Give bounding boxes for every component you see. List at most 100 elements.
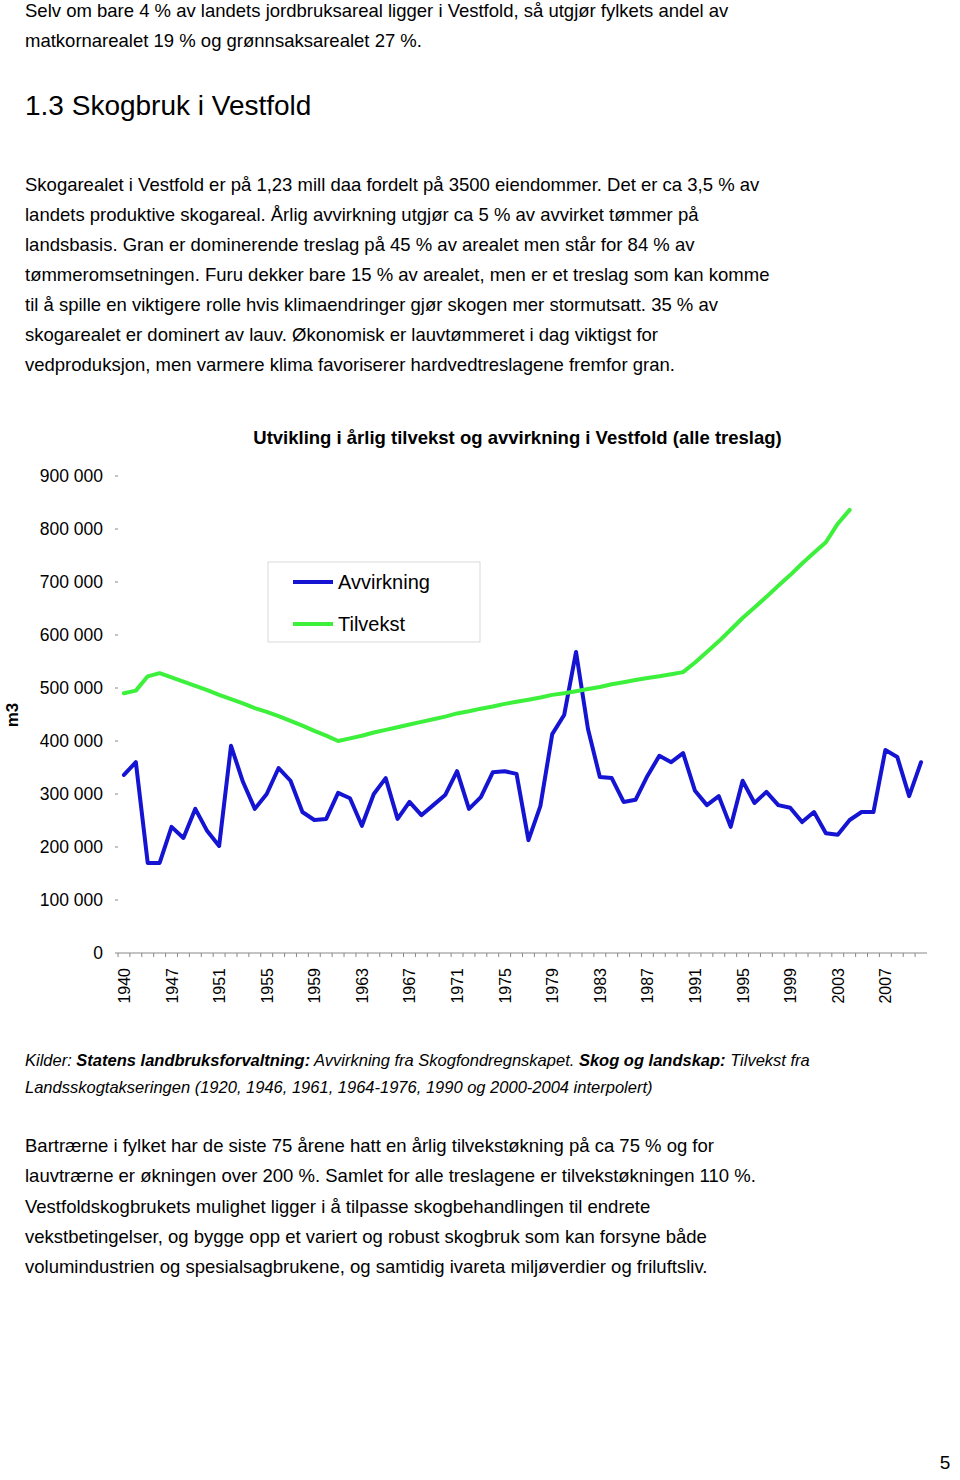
x-tick [748, 953, 749, 957]
x-tick [510, 953, 511, 957]
x-tick [260, 953, 261, 957]
x-tick-label: 1991 [687, 968, 704, 1004]
x-tick [784, 953, 785, 957]
source-segment: Avvirkning fra Skogfondregnskapet. [310, 1051, 579, 1069]
x-tick [700, 953, 701, 957]
x-tick [653, 953, 654, 957]
x-tick [236, 953, 237, 957]
source-segment: Kilder: [25, 1051, 76, 1069]
x-tick-label: 1947 [164, 968, 181, 1004]
x-tick [760, 953, 761, 957]
x-tick [772, 953, 773, 957]
y-tick [115, 582, 118, 583]
x-tick [522, 953, 523, 957]
x-tick [605, 953, 606, 957]
x-tick [296, 953, 297, 957]
x-tick [534, 953, 535, 957]
x-tick [272, 953, 273, 957]
y-axis-label: m3 [3, 703, 22, 728]
x-tick [463, 953, 464, 957]
x-tick [153, 953, 154, 957]
legend-label: Tilvekst [338, 613, 405, 635]
x-tick [855, 953, 856, 957]
y-tick [115, 635, 118, 636]
source-line: Kilder: Statens landbruksforvaltning: Av… [25, 1051, 810, 1069]
x-tick [284, 953, 285, 957]
x-tick [641, 953, 642, 957]
chart: Utvikling i årlig tilvekst og avvirkning… [3, 427, 927, 1004]
x-tick [344, 953, 345, 957]
y-tick-label: 800 000 [40, 519, 104, 539]
closing-line: lauvtrærne er økningen over 200 %. Samle… [25, 1165, 756, 1186]
x-tick-label: 1983 [592, 968, 609, 1004]
legend-label: Avvirkning [338, 571, 430, 593]
y-tick-label: 0 [93, 943, 103, 963]
x-tick [879, 953, 880, 957]
x-tick [891, 953, 892, 957]
x-tick-label: 2007 [877, 968, 894, 1004]
x-tick [189, 953, 190, 957]
x-tick [724, 953, 725, 957]
y-tick [115, 794, 118, 795]
x-tick-label: 1955 [259, 968, 276, 1004]
page: Selv om bare 4 % av landets jordbruksare… [0, 0, 960, 1480]
x-tick [415, 953, 416, 957]
x-tick [248, 953, 249, 957]
series-line [124, 652, 921, 863]
paragraph-line: Skogarealet i Vestfold er på 1,23 mill d… [25, 174, 760, 195]
paragraph-line: vedproduksjon, men varmere klima favoris… [25, 354, 675, 375]
x-tick [141, 953, 142, 957]
y-tick-label: 100 000 [40, 890, 104, 910]
y-tick [115, 476, 118, 477]
paragraph-line: til å spille en viktigere rolle hvis kli… [25, 294, 719, 315]
x-tick [570, 953, 571, 957]
y-tick [115, 741, 118, 742]
x-tick [367, 953, 368, 957]
chart-title: Utvikling i årlig tilvekst og avvirkning… [253, 427, 781, 448]
x-tick-label: 1940 [116, 968, 133, 1004]
y-tick-label: 500 000 [40, 678, 104, 698]
y-tick-label: 200 000 [40, 837, 104, 857]
x-tick-label: 1979 [544, 968, 561, 1004]
page-number: 5 [940, 1452, 951, 1473]
x-tick [677, 953, 678, 957]
x-tick [665, 953, 666, 957]
y-tick [115, 900, 118, 901]
x-tick [486, 953, 487, 957]
paragraph-line: landsbasis. Gran er dominerende treslag … [25, 234, 695, 255]
x-tick-label: 2003 [830, 968, 847, 1004]
intro-line: Selv om bare 4 % av landets jordbruksare… [25, 0, 729, 21]
x-tick-label: 1975 [497, 968, 514, 1004]
x-tick [201, 953, 202, 957]
x-tick [808, 953, 809, 957]
x-tick [403, 953, 404, 957]
x-tick [213, 953, 214, 957]
intro-line: matkornarealet 19 % og grønnsaksarealet … [25, 30, 422, 51]
legend-swatch [293, 580, 333, 584]
x-tick [689, 953, 690, 957]
legend-swatch [293, 622, 333, 626]
x-tick-label: 1987 [639, 968, 656, 1004]
x-tick [391, 953, 392, 957]
x-tick [903, 953, 904, 957]
y-tick-label: 400 000 [40, 731, 104, 751]
source-segment: Statens landbruksforvaltning: [76, 1051, 310, 1069]
x-tick [831, 953, 832, 957]
x-tick [867, 953, 868, 957]
x-tick-label: 1951 [211, 968, 228, 1004]
legend-box [268, 562, 480, 642]
x-tick [129, 953, 130, 957]
x-tick [915, 953, 916, 957]
y-tick [115, 688, 118, 689]
x-tick [427, 953, 428, 957]
x-tick [308, 953, 309, 957]
x-tick [439, 953, 440, 957]
x-tick [474, 953, 475, 957]
closing-line: Bartrærne i fylket har de siste 75 årene… [25, 1135, 714, 1156]
x-tick [498, 953, 499, 957]
y-tick-label: 700 000 [40, 572, 104, 592]
x-tick [379, 953, 380, 957]
section-heading: 1.3 Skogbruk i Vestfold [25, 90, 311, 121]
x-tick [320, 953, 321, 957]
x-tick [843, 953, 844, 957]
